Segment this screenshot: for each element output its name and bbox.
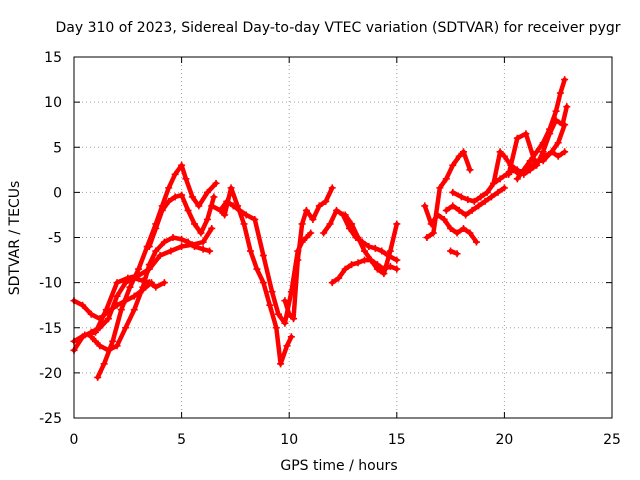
x-tick-label: 15: [388, 432, 406, 448]
data-series: [71, 76, 571, 381]
y-tick-label: 5: [53, 140, 62, 156]
y-tick-label: 0: [53, 185, 62, 201]
axis-ticks: 0 5 10 15 20 25 15 10 5 0 -5 -10 -15 -20 -25: [39, 50, 621, 448]
series-track-16: [447, 248, 460, 258]
series-track-4: [88, 234, 213, 354]
y-tick-label: -25: [39, 411, 62, 427]
x-tick-label: 10: [280, 432, 298, 448]
series-track-20: [514, 76, 568, 182]
y-tick-label: -15: [39, 321, 62, 337]
x-tick-label: 0: [70, 432, 79, 448]
x-axis-label: GPS time / hours: [280, 458, 397, 474]
chart-title: Day 310 of 2023, Sidereal Day-to-day VTE…: [55, 20, 620, 36]
series-trace: [324, 210, 397, 260]
x-tick-label: 20: [495, 432, 513, 448]
series-trace: [517, 80, 564, 179]
y-axis-label: SDTVAR / TECUs: [7, 181, 23, 296]
y-tick-label: 10: [44, 95, 62, 111]
series-trace: [91, 238, 209, 351]
y-tick-label: 15: [44, 50, 62, 66]
x-tick-label: 25: [603, 432, 621, 448]
x-tick-label: 5: [177, 432, 186, 448]
y-tick-label: -5: [48, 231, 62, 247]
y-tick-label: -10: [39, 276, 62, 292]
y-tick-label: -20: [39, 366, 62, 382]
sdtvar-chart: 0 5 10 15 20 25 15 10 5 0 -5 -10 -15 -20 -25 Day 310 o…: [0, 0, 640, 480]
